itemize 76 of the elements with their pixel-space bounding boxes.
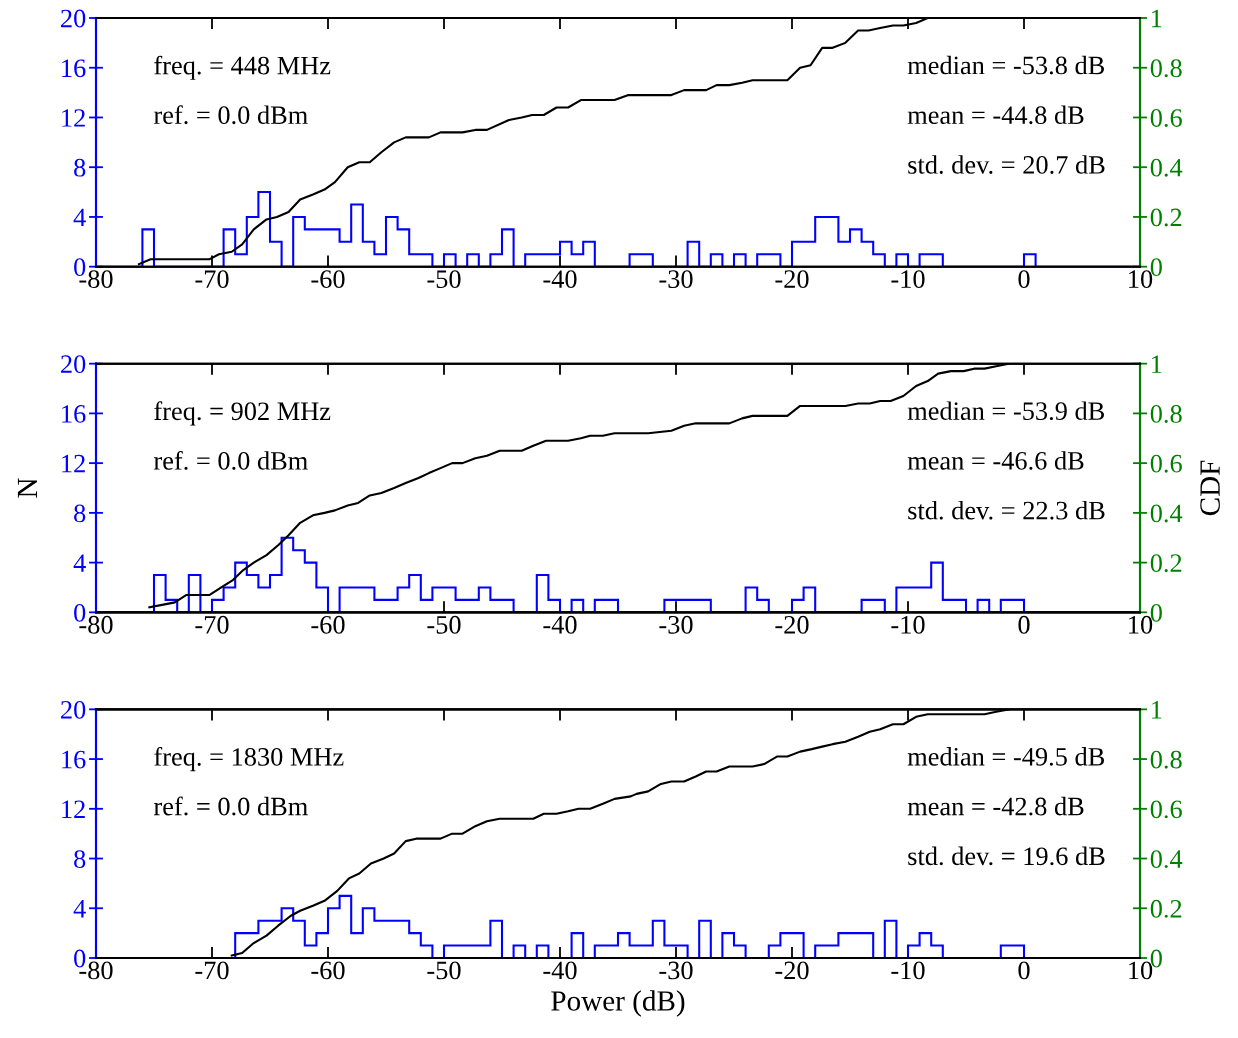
- y-tick-label: 12: [62, 109, 85, 127]
- annotation: freq. = 902 MHz: [154, 401, 331, 426]
- y-tick-label: 20: [61, 700, 86, 719]
- x-tick-label: -60: [311, 615, 345, 634]
- y-tick-label: 4: [73, 208, 86, 227]
- y-tick-label: 20: [61, 9, 86, 28]
- y2-tick-label: 0.4: [1150, 158, 1183, 177]
- y2-tick-label: 0.6: [1150, 109, 1182, 127]
- x-tick-label: -70: [195, 615, 229, 634]
- y-tick-label: 12: [62, 454, 85, 473]
- y2-axis-title: CDF: [1200, 460, 1220, 516]
- annotation: std. dev. = 20.7 dB: [908, 155, 1105, 174]
- x-tick-label: -20: [775, 615, 809, 634]
- y2-tick-label: 1: [1152, 355, 1162, 373]
- y2-tick-label: 0.2: [1150, 899, 1182, 918]
- x-axis-title: Power (dB): [551, 990, 685, 1017]
- annotation: std. dev. = 22.3 dB: [908, 500, 1105, 520]
- annotation: mean = -42.8 dB: [907, 796, 1084, 816]
- y-tick-label: 16: [62, 59, 86, 78]
- x-tick-label: -10: [891, 270, 925, 289]
- y2-tick-label: 1: [1152, 9, 1162, 28]
- y-tick-label: 16: [62, 750, 86, 769]
- annotation: median = -53.8 dB: [907, 55, 1105, 75]
- annotation: median = -53.9 dB: [907, 401, 1105, 421]
- x-tick-label: -10: [891, 615, 925, 634]
- y-tick-label: 8: [74, 850, 86, 868]
- y-axis-title: N: [17, 478, 38, 498]
- x-tick-label: -30: [659, 615, 693, 634]
- x-tick-label: -70: [195, 270, 229, 289]
- annotation: freq. = 448 MHz: [154, 55, 331, 80]
- annotation: std. dev. = 19.6 dB: [908, 846, 1105, 866]
- annotation: median = -49.5 dB: [907, 747, 1105, 766]
- annotation: ref. = 0.0 dBm: [153, 105, 308, 125]
- y2-tick-label: 0.2: [1150, 208, 1182, 227]
- y2-tick-label: 0: [1150, 603, 1162, 622]
- x-tick-label: -60: [311, 270, 345, 289]
- x-tick-label: 10: [1129, 615, 1153, 634]
- y2-tick-label: 0.4: [1150, 504, 1183, 523]
- y-tick-label: 16: [62, 405, 86, 423]
- y2-tick-label: 0: [1150, 258, 1162, 277]
- x-tick-label: -20: [775, 961, 809, 980]
- y2-tick-label: 0.8: [1150, 59, 1182, 78]
- annotation: ref. = 0.0 dBm: [153, 796, 308, 816]
- x-tick-label: -30: [659, 270, 693, 289]
- y-tick-label: 8: [74, 504, 86, 523]
- y-tick-label: 20: [61, 355, 86, 374]
- y-tick-label: 8: [74, 158, 86, 177]
- annotation: mean = -46.6 dB: [907, 451, 1084, 470]
- y2-tick-label: 1: [1152, 701, 1162, 719]
- annotation: ref. = 0.0 dBm: [153, 450, 308, 470]
- y2-tick-label: 0.6: [1150, 454, 1182, 473]
- x-tick-label: -30: [659, 961, 693, 980]
- x-tick-label: 0: [1018, 270, 1030, 289]
- x-tick-label: -40: [543, 615, 577, 634]
- x-tick-label: -50: [427, 615, 461, 634]
- y-tick-label: 12: [62, 800, 85, 818]
- x-tick-label: -40: [543, 270, 577, 289]
- annotation: freq. = 1830 MHz: [154, 746, 344, 772]
- x-tick-label: 0: [1018, 615, 1030, 634]
- x-tick-label: -10: [891, 961, 925, 980]
- y-tick-label: 4: [73, 900, 86, 918]
- x-tick-label: -20: [775, 270, 809, 289]
- y2-tick-label: 0.4: [1150, 850, 1183, 869]
- annotation: mean = -44.8 dB: [907, 105, 1084, 125]
- x-tick-label: -60: [311, 961, 345, 980]
- x-tick-label: 0: [1018, 961, 1030, 980]
- x-tick-label: -50: [427, 961, 461, 980]
- y2-tick-label: 0.8: [1150, 750, 1182, 769]
- y2-tick-label: 0.2: [1150, 554, 1182, 573]
- x-tick-label: 10: [1129, 270, 1153, 289]
- x-tick-label: -40: [543, 961, 577, 980]
- x-tick-label: -70: [195, 961, 229, 980]
- y-tick-label: 4: [73, 554, 86, 572]
- x-tick-label: -50: [427, 270, 461, 289]
- y2-tick-label: 0.6: [1150, 800, 1182, 819]
- y2-tick-label: 0.8: [1150, 405, 1182, 423]
